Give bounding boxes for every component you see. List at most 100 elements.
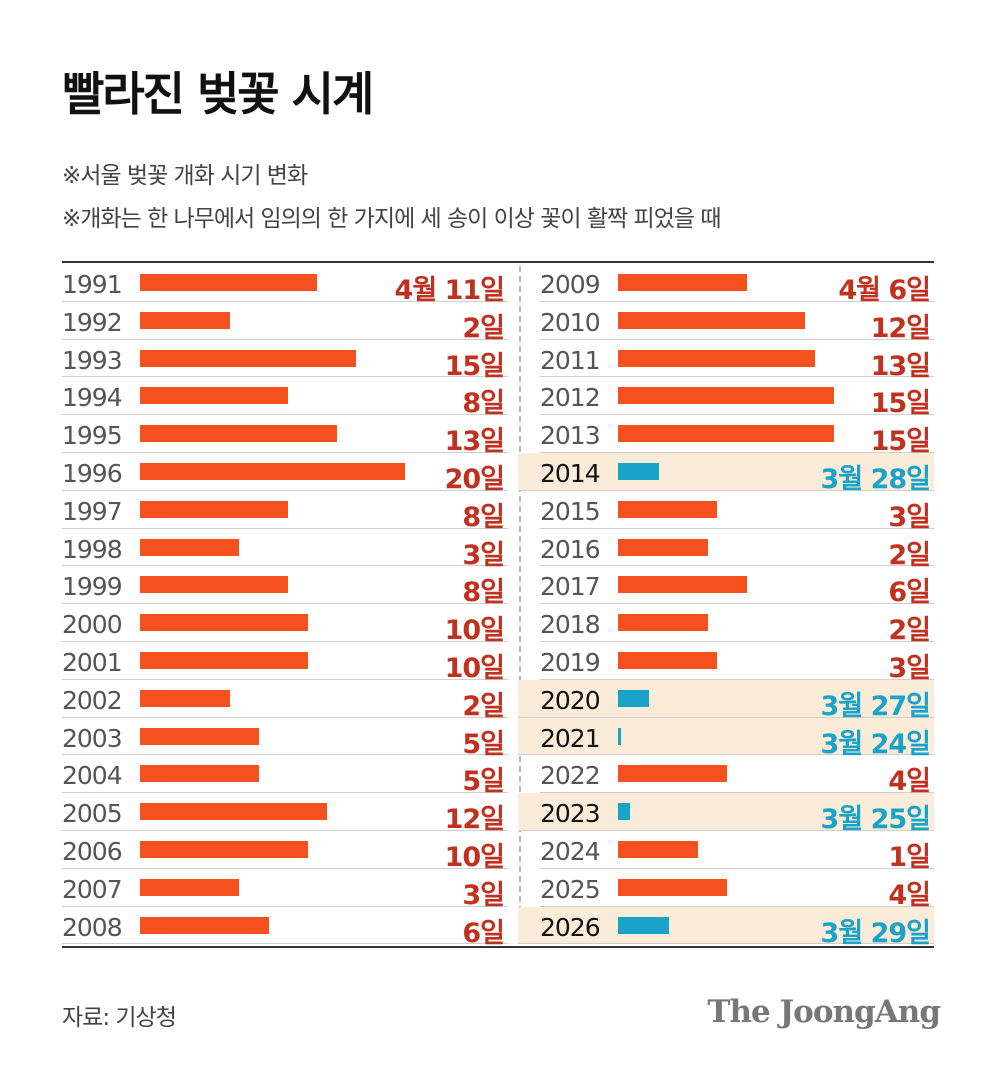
year-row: 2020 3월 27일 bbox=[518, 679, 934, 722]
bloom-bar bbox=[140, 652, 308, 669]
date-label: 15일 bbox=[870, 388, 931, 420]
year-row: 2007 3일 bbox=[62, 869, 508, 911]
date-label: 4월 11일 bbox=[394, 275, 505, 306]
year-label: 2003 bbox=[62, 723, 123, 753]
year-label: 2002 bbox=[62, 685, 123, 715]
year-label: 1997 bbox=[62, 496, 123, 526]
year-row: 2003 5일 bbox=[62, 718, 508, 760]
bloom-bar bbox=[140, 274, 318, 291]
year-label: 2008 bbox=[62, 912, 123, 942]
year-label: 2014 bbox=[540, 459, 601, 488]
year-row: 1993 15일 bbox=[62, 340, 508, 382]
date-label: 3일 bbox=[462, 539, 505, 571]
bloom-bar bbox=[618, 765, 728, 783]
bloom-bar bbox=[140, 463, 406, 480]
year-label: 1993 bbox=[62, 345, 123, 375]
year-row: 2006 10일 bbox=[62, 831, 508, 873]
year-row: 2014 3월 28일 bbox=[518, 453, 934, 495]
bloom-bar bbox=[140, 425, 337, 443]
date-label: 5일 bbox=[462, 728, 505, 760]
year-row: 2013 15일 bbox=[540, 415, 934, 457]
year-row: 2024 1일 bbox=[540, 831, 934, 873]
bloom-bar bbox=[618, 311, 806, 329]
date-label: 8일 bbox=[462, 501, 505, 533]
date-label: 1일 bbox=[888, 842, 931, 873]
top-rule bbox=[62, 261, 934, 263]
year-label: 2026 bbox=[540, 912, 601, 942]
year-row: 1992 2일 bbox=[62, 302, 508, 344]
bloom-bar bbox=[618, 916, 669, 934]
year-row: 2009 4월 6일 bbox=[540, 264, 934, 306]
year-row: 1991 4월 11일 bbox=[62, 264, 508, 306]
date-label: 12일 bbox=[870, 312, 931, 344]
bloom-bar bbox=[140, 500, 289, 518]
year-label: 2022 bbox=[540, 761, 601, 791]
bloom-bar bbox=[618, 387, 835, 405]
year-row: 1996 20일 bbox=[62, 453, 508, 495]
year-row: 1997 8일 bbox=[62, 491, 508, 533]
year-label: 2019 bbox=[540, 648, 601, 677]
date-label: 5일 bbox=[462, 766, 505, 798]
bloom-bar bbox=[140, 538, 240, 556]
year-row: 2008 6일 bbox=[62, 907, 508, 949]
year-label: 2006 bbox=[62, 837, 123, 866]
year-label: 2000 bbox=[62, 610, 123, 640]
year-label: 1995 bbox=[62, 421, 123, 451]
source-credit: 자료: 기상청 bbox=[62, 1005, 177, 1031]
date-label: 10일 bbox=[444, 653, 505, 684]
date-label: 3월 28일 bbox=[820, 464, 931, 495]
date-label: 3월 29일 bbox=[820, 917, 931, 949]
year-label: 2013 bbox=[540, 421, 601, 451]
year-row: 2026 3월 29일 bbox=[518, 906, 934, 949]
year-row: 2012 15일 bbox=[540, 377, 934, 419]
bloom-bar bbox=[618, 500, 718, 518]
bloom-bar bbox=[140, 878, 240, 896]
year-label: 2010 bbox=[540, 307, 601, 337]
date-label: 3일 bbox=[888, 501, 931, 533]
year-row: 2002 2일 bbox=[62, 680, 508, 722]
bloom-bar bbox=[140, 916, 269, 934]
bloom-bar bbox=[618, 538, 708, 556]
date-label: 3월 25일 bbox=[820, 804, 931, 836]
bloom-bar bbox=[618, 727, 621, 745]
year-row: 2005 12일 bbox=[62, 793, 508, 835]
date-label: 8일 bbox=[462, 577, 505, 609]
year-label: 2016 bbox=[540, 534, 601, 564]
year-row: 2010 12일 bbox=[540, 302, 934, 344]
year-label: 2023 bbox=[540, 799, 601, 829]
date-label: 13일 bbox=[870, 350, 931, 382]
bloom-bar bbox=[140, 349, 357, 367]
date-label: 2일 bbox=[888, 615, 931, 647]
date-label: 2일 bbox=[462, 312, 505, 344]
bottom-rule bbox=[62, 946, 934, 948]
year-label: 1994 bbox=[62, 383, 123, 413]
date-label: 4월 6일 bbox=[838, 275, 931, 306]
bloom-bar bbox=[618, 425, 835, 443]
year-row: 2017 6일 bbox=[540, 566, 934, 608]
year-label: 2009 bbox=[540, 270, 601, 299]
bloom-bar bbox=[618, 614, 708, 632]
date-label: 20일 bbox=[444, 464, 505, 495]
year-row: 2021 3월 24일 bbox=[518, 717, 934, 760]
year-label: 2025 bbox=[540, 874, 601, 904]
year-label: 1999 bbox=[62, 572, 123, 602]
date-label: 3일 bbox=[462, 879, 505, 911]
year-label: 2012 bbox=[540, 383, 601, 413]
year-label: 2017 bbox=[540, 572, 601, 602]
bloom-bar bbox=[140, 614, 308, 632]
year-label: 2024 bbox=[540, 837, 601, 866]
year-label: 2020 bbox=[540, 685, 601, 715]
definition-note: ※개화는 한 나무에서 임의의 한 가지에 세 송이 이상 꽃이 활짝 피었을 … bbox=[62, 206, 721, 232]
year-row: 1994 8일 bbox=[62, 377, 508, 419]
year-row: 2022 4일 bbox=[540, 755, 934, 797]
bloom-bar bbox=[140, 387, 289, 405]
date-label: 15일 bbox=[444, 350, 505, 382]
year-label: 1998 bbox=[62, 534, 123, 564]
year-label: 1996 bbox=[62, 459, 123, 488]
bloom-bar bbox=[140, 841, 308, 858]
date-label: 4일 bbox=[888, 766, 931, 798]
bloom-bar bbox=[618, 689, 650, 707]
date-label: 15일 bbox=[870, 426, 931, 458]
publisher-logo: The JoongAng bbox=[707, 994, 941, 1030]
